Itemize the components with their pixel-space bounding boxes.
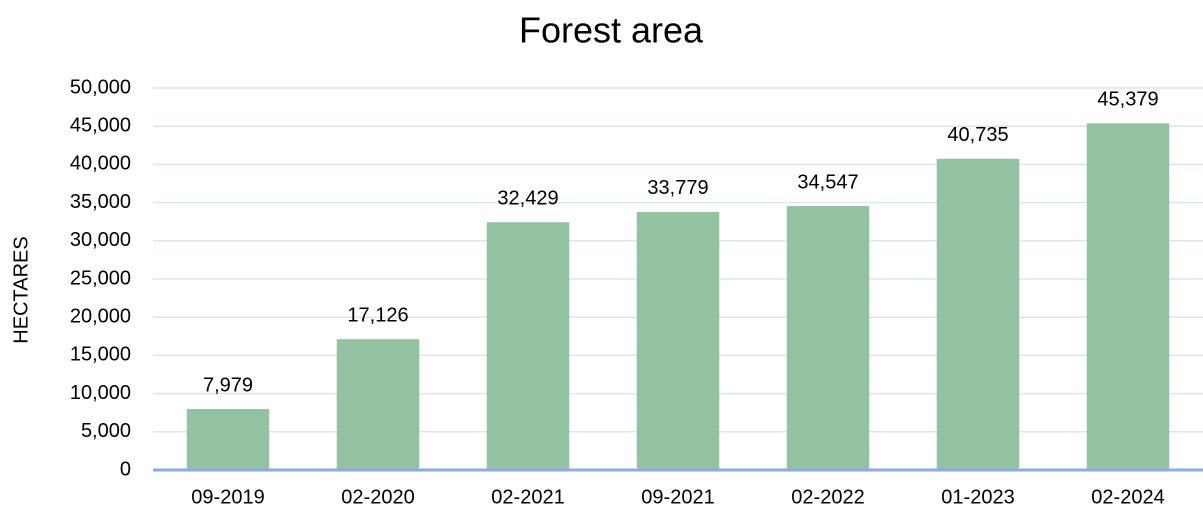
bar	[486, 222, 570, 470]
y-tick-label: 30,000	[70, 229, 131, 251]
y-tick-label: 20,000	[70, 305, 131, 327]
y-tick-label: 40,000	[70, 153, 131, 175]
y-tick-label: 25,000	[70, 267, 131, 289]
x-tick-label: 02-2024	[1091, 486, 1164, 508]
bar	[336, 339, 420, 470]
x-tick-label: 01-2023	[941, 486, 1014, 508]
bar	[186, 409, 270, 470]
y-tick-label: 10,000	[70, 382, 131, 404]
x-tick-label: 02-2021	[491, 486, 564, 508]
bar	[636, 211, 720, 470]
y-tick-label: 5,000	[81, 420, 131, 442]
data-label: 33,779	[647, 177, 708, 199]
x-tick-label: 02-2020	[341, 486, 414, 508]
y-tick-label: 45,000	[70, 114, 131, 136]
data-label: 40,735	[947, 124, 1008, 146]
data-label: 7,979	[203, 374, 253, 396]
bar	[1086, 123, 1170, 470]
bar	[786, 206, 870, 470]
data-label: 34,547	[797, 171, 858, 193]
data-label: 17,126	[347, 304, 408, 326]
x-tick-label: 09-2019	[191, 486, 264, 508]
y-tick-label: 0	[120, 458, 131, 480]
y-tick-label: 50,000	[70, 76, 131, 98]
bar	[936, 158, 1020, 470]
x-tick-label: 09-2021	[641, 486, 714, 508]
chart-title: Forest area	[519, 10, 704, 51]
x-tick-label: 02-2022	[791, 486, 864, 508]
y-tick-label: 15,000	[70, 344, 131, 366]
data-label: 32,429	[497, 188, 558, 210]
y-tick-label: 35,000	[70, 191, 131, 213]
y-axis-label: HECTARES	[10, 236, 32, 343]
data-label: 45,379	[1097, 89, 1158, 111]
